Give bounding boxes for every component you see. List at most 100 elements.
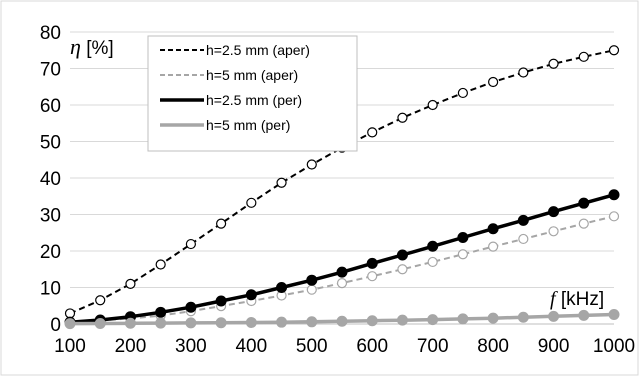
tick-labels: 0 10 20 30 40 50 60 70 80 100 200 300 400 500 600 700 80… xyxy=(40,23,635,357)
data-point xyxy=(578,218,589,229)
x-tick-label: 200 xyxy=(115,336,147,357)
y-tick-label: 20 xyxy=(40,242,61,263)
data-point xyxy=(155,317,167,329)
data-point xyxy=(276,282,288,293)
data-point xyxy=(608,309,620,321)
data-point xyxy=(457,87,468,99)
data-point xyxy=(367,127,378,138)
data-point xyxy=(427,314,439,326)
x-axis-title: f [kHz] xyxy=(550,288,604,310)
data-point xyxy=(457,249,468,260)
data-point xyxy=(548,58,559,69)
legend-label-h5-aper: h=5 mm (aper) xyxy=(206,67,298,83)
y-tick-label: 30 xyxy=(40,206,61,227)
x-tick-label: 1000 xyxy=(593,336,635,357)
data-point xyxy=(427,99,438,111)
data-point xyxy=(306,159,317,170)
x-axis-unit: [kHz] xyxy=(556,289,605,310)
data-point xyxy=(155,306,167,318)
data-point xyxy=(517,214,529,226)
data-point xyxy=(64,308,76,319)
data-point xyxy=(608,211,620,222)
y-tick-label: 50 xyxy=(40,133,61,154)
data-point xyxy=(487,312,499,324)
series-layer xyxy=(64,45,620,330)
data-point xyxy=(185,238,196,250)
data-point xyxy=(396,314,408,326)
data-point xyxy=(427,240,439,252)
data-point xyxy=(306,316,318,328)
data-point xyxy=(488,76,499,88)
data-point xyxy=(185,317,197,329)
data-point xyxy=(548,310,560,322)
data-point xyxy=(246,197,257,208)
data-point xyxy=(457,231,469,243)
data-point xyxy=(95,295,106,306)
y-tick-label: 0 xyxy=(50,315,61,336)
data-point xyxy=(578,197,590,209)
x-tick-label: 600 xyxy=(356,336,388,357)
data-point xyxy=(215,317,227,329)
x-tick-label: 500 xyxy=(296,336,328,357)
data-point xyxy=(336,278,348,289)
data-point xyxy=(518,233,529,245)
x-tick-label: 700 xyxy=(417,336,449,357)
data-point xyxy=(366,257,378,269)
x-tick-label: 400 xyxy=(235,336,267,357)
data-point xyxy=(124,317,136,329)
data-point xyxy=(457,313,469,325)
data-point xyxy=(245,289,257,301)
data-point xyxy=(185,301,197,313)
data-point xyxy=(578,309,590,321)
y-axis-title: η [%] xyxy=(70,34,114,59)
y-tick-label: 10 xyxy=(40,279,61,300)
x-tick-label: 300 xyxy=(175,336,207,357)
data-point xyxy=(336,315,348,327)
x-axis-symbol: f xyxy=(550,288,558,310)
data-point xyxy=(548,226,559,237)
data-point xyxy=(367,271,378,282)
data-point xyxy=(216,218,227,229)
data-point xyxy=(125,278,136,289)
data-point xyxy=(245,317,257,329)
data-point xyxy=(608,189,620,201)
data-point xyxy=(366,315,378,327)
data-point xyxy=(306,274,318,286)
series-0 xyxy=(64,45,620,319)
data-point xyxy=(276,177,287,188)
data-point xyxy=(397,112,408,123)
data-point xyxy=(396,249,408,261)
series-3 xyxy=(64,309,620,330)
data-point xyxy=(608,45,620,56)
x-tick-label: 800 xyxy=(477,336,509,357)
x-tick-label: 100 xyxy=(54,336,86,357)
data-point xyxy=(276,316,288,328)
series-2 xyxy=(64,189,620,328)
y-tick-label: 70 xyxy=(40,60,61,81)
y-tick-label: 40 xyxy=(40,169,61,190)
y-tick-label: 60 xyxy=(40,96,61,117)
data-point xyxy=(488,241,499,252)
data-point xyxy=(64,318,76,330)
data-point xyxy=(517,311,529,323)
data-point xyxy=(155,259,166,270)
data-point xyxy=(94,317,106,329)
data-point xyxy=(336,266,348,278)
data-point xyxy=(397,264,408,275)
x-tick-label: 900 xyxy=(538,336,570,357)
y-tick-label: 80 xyxy=(40,23,61,44)
data-point xyxy=(427,256,438,268)
data-point xyxy=(518,67,529,78)
legend: h=2.5 mm (aper) h=5 mm (aper) h=2.5 mm (… xyxy=(147,35,358,152)
data-point xyxy=(548,206,560,218)
legend-box xyxy=(147,35,358,152)
data-point xyxy=(578,51,589,62)
data-point xyxy=(215,295,227,307)
y-axis-unit: [%] xyxy=(81,38,114,59)
legend-label-h5-per: h=5 mm (per) xyxy=(206,117,290,133)
data-point xyxy=(306,284,317,295)
legend-label-h25-aper: h=2.5 mm (aper) xyxy=(206,42,310,58)
data-point xyxy=(487,223,499,235)
